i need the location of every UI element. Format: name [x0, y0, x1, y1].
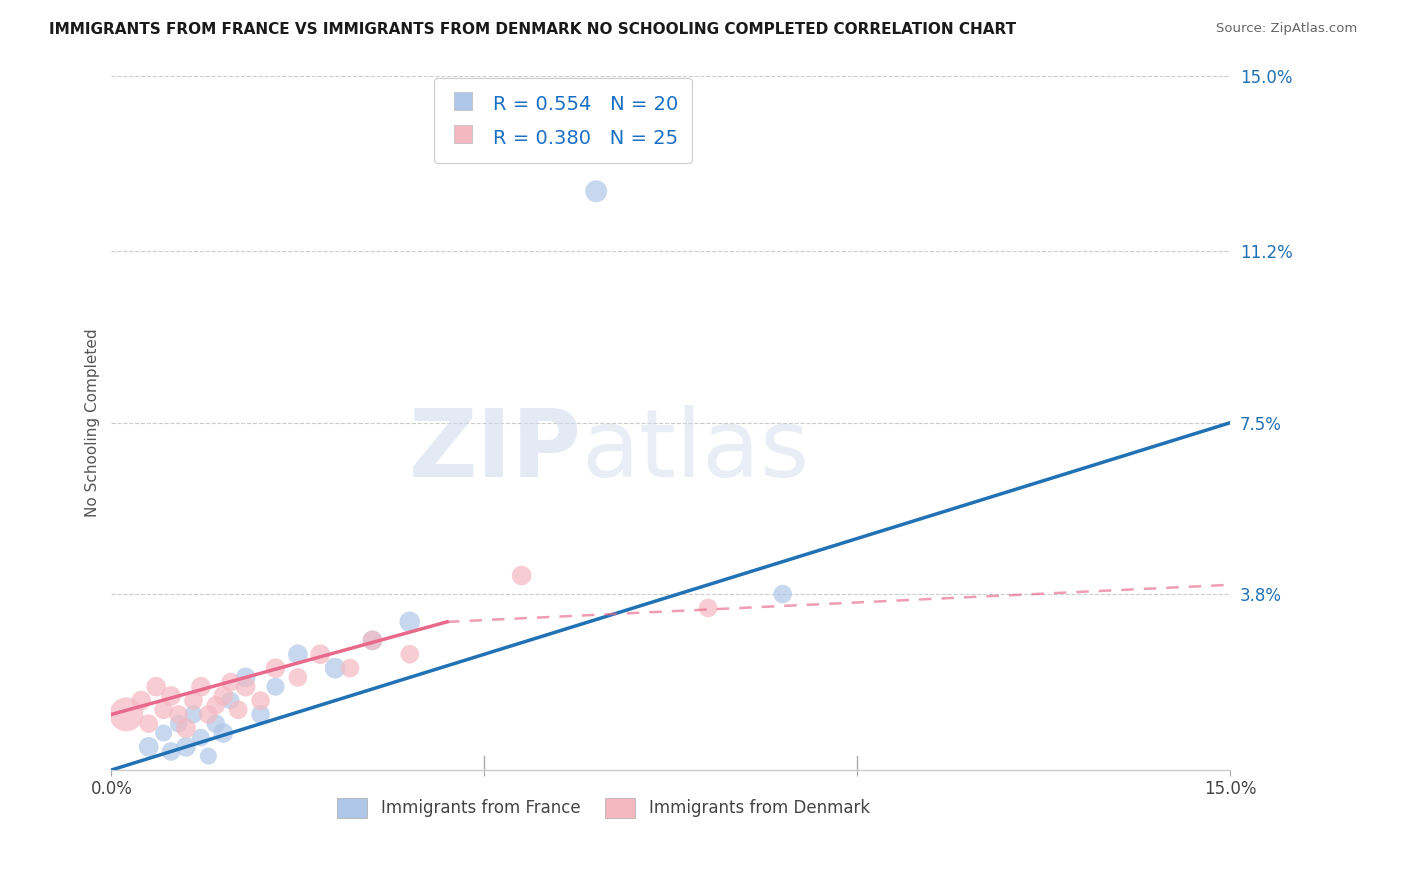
- Legend: Immigrants from France, Immigrants from Denmark: Immigrants from France, Immigrants from …: [330, 791, 876, 824]
- Point: [212, 726, 235, 740]
- Point: [287, 647, 309, 661]
- Point: [160, 689, 183, 703]
- Point: [129, 693, 152, 707]
- Point: [174, 722, 197, 736]
- Point: [190, 731, 212, 745]
- Point: [772, 587, 794, 601]
- Point: [235, 680, 257, 694]
- Point: [167, 707, 190, 722]
- Point: [138, 716, 160, 731]
- Point: [115, 707, 138, 722]
- Point: [361, 633, 384, 648]
- Point: [339, 661, 361, 675]
- Point: [138, 739, 160, 754]
- Point: [219, 675, 242, 690]
- Point: [323, 661, 346, 675]
- Point: [235, 670, 257, 684]
- Point: [205, 698, 228, 713]
- Point: [183, 707, 205, 722]
- Point: [167, 716, 190, 731]
- Point: [264, 680, 287, 694]
- Point: [226, 703, 249, 717]
- Point: [361, 633, 384, 648]
- Point: [152, 726, 174, 740]
- Point: [145, 680, 167, 694]
- Text: IMMIGRANTS FROM FRANCE VS IMMIGRANTS FROM DENMARK NO SCHOOLING COMPLETED CORRELA: IMMIGRANTS FROM FRANCE VS IMMIGRANTS FRO…: [49, 22, 1017, 37]
- Point: [249, 707, 271, 722]
- Point: [190, 680, 212, 694]
- Text: Source: ZipAtlas.com: Source: ZipAtlas.com: [1216, 22, 1357, 36]
- Point: [152, 703, 174, 717]
- Point: [264, 661, 287, 675]
- Point: [197, 707, 219, 722]
- Point: [174, 739, 197, 754]
- Point: [309, 647, 332, 661]
- Point: [287, 670, 309, 684]
- Point: [585, 184, 607, 198]
- Point: [219, 693, 242, 707]
- Text: ZIP: ZIP: [408, 405, 581, 497]
- Point: [160, 744, 183, 758]
- Point: [510, 568, 533, 582]
- Y-axis label: No Schooling Completed: No Schooling Completed: [86, 328, 100, 517]
- Point: [197, 749, 219, 764]
- Point: [183, 693, 205, 707]
- Point: [212, 689, 235, 703]
- Point: [398, 647, 420, 661]
- Point: [205, 716, 228, 731]
- Point: [249, 693, 271, 707]
- Text: atlas: atlas: [581, 405, 810, 497]
- Point: [398, 615, 420, 629]
- Point: [697, 601, 720, 615]
